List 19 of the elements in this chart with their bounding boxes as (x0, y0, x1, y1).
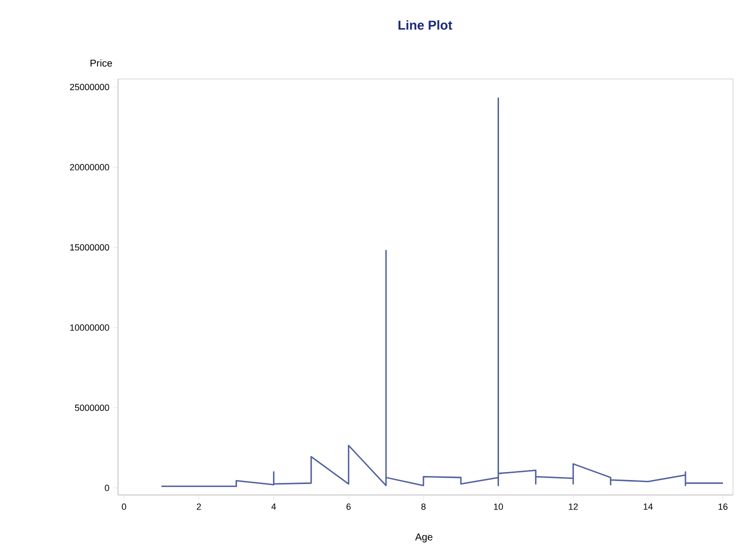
x-tick-label: 10 (494, 504, 503, 510)
x-tick-label: 6 (346, 504, 351, 510)
x-tick-label: 14 (644, 504, 653, 510)
x-tick-label: 8 (421, 504, 426, 510)
y-tick-label: 25000000 (70, 84, 110, 90)
chart-title: Line Plot (398, 20, 452, 30)
y-axis-title: Price (90, 59, 112, 67)
y-tick-label: 5000000 (74, 404, 110, 411)
y-tick-label: 15000000 (70, 244, 110, 251)
y-tick-label: 0 (104, 484, 110, 492)
y-tick-label: 20000000 (70, 164, 110, 170)
x-tick-label: 2 (196, 504, 201, 510)
x-tick-label: 4 (271, 504, 276, 510)
x-tick-label: 16 (718, 504, 728, 510)
y-tick-label: 10000000 (70, 324, 110, 331)
line-series (160, 98, 724, 488)
x-tick-label: 12 (568, 504, 578, 510)
x-tick-label: 0 (122, 504, 126, 510)
x-axis-title: Age (415, 534, 432, 542)
